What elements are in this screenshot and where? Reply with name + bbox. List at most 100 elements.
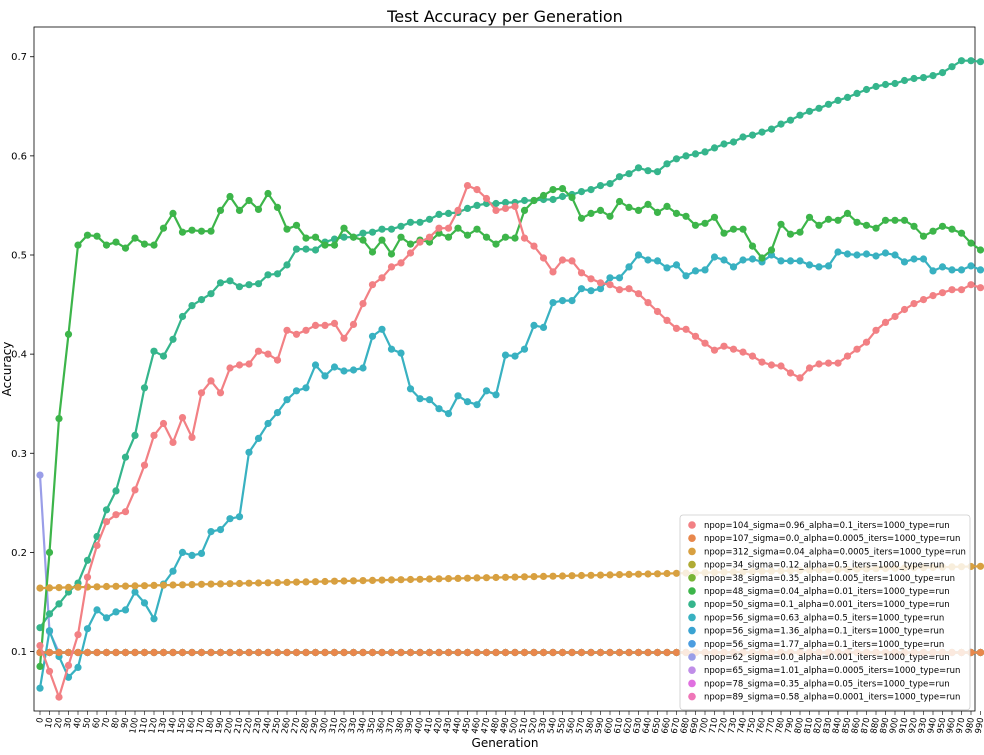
data-point <box>178 414 187 422</box>
legend-marker <box>688 640 696 648</box>
x-tick-label: 100 <box>128 717 141 735</box>
x-tick-label: 750 <box>746 717 759 735</box>
x-tick-label: 500 <box>508 717 521 735</box>
data-point <box>36 471 44 479</box>
data-point <box>682 272 690 280</box>
x-tick-label: 310 <box>328 717 341 735</box>
data-point <box>349 320 358 328</box>
data-point <box>501 648 510 657</box>
data-point <box>254 579 263 587</box>
data-point <box>881 249 890 257</box>
x-tick-label: 690 <box>689 717 702 735</box>
data-point <box>929 267 937 275</box>
data-point <box>634 648 643 657</box>
data-point <box>492 648 500 657</box>
data-point <box>273 648 282 657</box>
data-point <box>140 599 149 607</box>
data-point <box>530 648 538 657</box>
data-point <box>786 257 795 265</box>
series-7 <box>36 248 984 692</box>
data-point <box>767 361 776 369</box>
data-point <box>872 252 880 260</box>
data-point <box>311 321 320 329</box>
data-point <box>216 648 225 657</box>
data-point <box>197 549 206 558</box>
data-point <box>720 256 728 264</box>
data-point <box>767 246 776 254</box>
data-point <box>473 648 481 657</box>
legend-marker <box>688 534 696 542</box>
data-point <box>387 250 396 258</box>
data-point <box>463 231 472 239</box>
x-tick-label: 960 <box>945 717 958 735</box>
data-point <box>653 648 662 657</box>
data-point <box>587 275 595 283</box>
data-point <box>558 572 567 580</box>
x-tick-label: 60 <box>91 717 103 729</box>
x-axis: 0102030405060708090100110120130140150160… <box>35 711 984 735</box>
data-point <box>957 57 966 65</box>
data-point <box>625 570 633 579</box>
data-point <box>473 225 481 233</box>
data-point <box>558 185 567 193</box>
data-point <box>302 234 310 242</box>
data-point <box>349 366 358 374</box>
x-tick-label: 320 <box>337 717 350 735</box>
data-point <box>254 648 263 657</box>
data-point <box>226 580 234 588</box>
data-point <box>900 216 909 224</box>
data-point <box>64 583 73 592</box>
data-point <box>36 584 44 592</box>
data-point <box>226 277 234 285</box>
x-tick-label: 550 <box>556 717 569 735</box>
x-tick-label: 70 <box>101 717 113 729</box>
data-point <box>625 170 633 178</box>
data-point <box>425 233 434 241</box>
data-point <box>102 614 111 622</box>
data-point <box>786 369 795 377</box>
data-point <box>615 197 624 206</box>
data-point <box>805 261 814 269</box>
data-point <box>501 198 510 207</box>
data-point <box>729 225 738 233</box>
data-point <box>691 267 700 275</box>
data-point <box>150 347 158 355</box>
data-point <box>416 238 424 246</box>
data-point <box>606 212 614 220</box>
x-tick-label: 420 <box>432 717 445 735</box>
legend-marker <box>688 653 696 661</box>
data-point <box>397 233 405 241</box>
data-point <box>359 648 367 657</box>
data-point <box>292 387 301 395</box>
data-point <box>701 339 709 347</box>
x-tick-label: 120 <box>147 717 160 735</box>
x-tick-label: 600 <box>603 717 616 735</box>
data-point <box>349 577 358 585</box>
data-point <box>416 218 424 226</box>
x-tick-label: 620 <box>622 717 635 735</box>
data-point <box>416 648 424 657</box>
data-point <box>606 648 614 657</box>
data-point <box>74 648 82 657</box>
data-point <box>406 240 415 248</box>
data-point <box>216 279 225 287</box>
x-tick-label: 900 <box>888 717 901 735</box>
data-point <box>672 569 681 577</box>
data-point <box>444 410 453 418</box>
data-point <box>881 80 890 89</box>
data-point <box>435 210 443 218</box>
data-point <box>663 316 671 324</box>
y-tick-label: 0.4 <box>11 350 27 361</box>
data-point <box>245 281 253 289</box>
legend-marker <box>688 692 696 701</box>
data-point <box>397 648 405 657</box>
data-point <box>577 269 586 277</box>
data-point <box>216 389 225 397</box>
x-tick-label: 470 <box>480 717 493 735</box>
data-point <box>235 579 244 588</box>
data-point <box>739 225 747 233</box>
data-point <box>682 152 690 160</box>
data-point <box>577 188 586 196</box>
data-point <box>83 231 92 239</box>
data-point <box>121 648 130 657</box>
